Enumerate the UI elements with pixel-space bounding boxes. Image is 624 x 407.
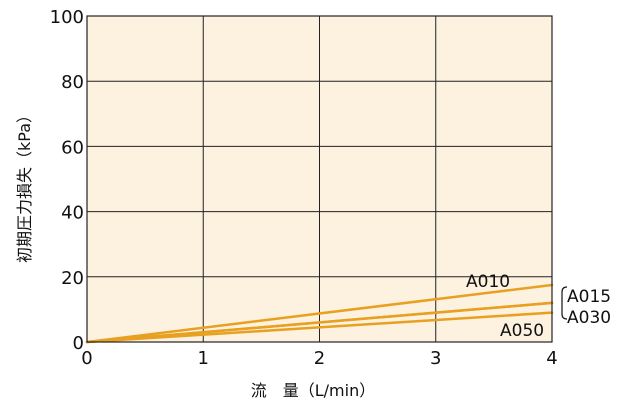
x-tick-label: 1 (198, 348, 209, 369)
series-line-a030 (85, 301, 554, 344)
y-tick-label: 80 (61, 72, 84, 93)
series-lines (85, 283, 554, 344)
y-tick-labels: 0 20 40 60 80 100 (50, 7, 84, 354)
x-tick-labels: 0 1 2 3 4 (81, 348, 557, 369)
y-axis-title: 初期圧力損失（kPa） (15, 107, 34, 263)
y-tick-label: 20 (61, 268, 84, 289)
plot-frame (86, 15, 553, 343)
x-tick-label: 0 (81, 348, 92, 369)
series-label-a030: A030 (567, 308, 611, 328)
x-tick-label: 4 (546, 348, 557, 369)
series-label-a050: A050 (500, 321, 544, 341)
y-tick-label: 40 (61, 203, 84, 224)
x-tick-label: 2 (314, 348, 325, 369)
y-tick-label: 0 (73, 333, 84, 354)
x-tick-label: 3 (430, 348, 441, 369)
series-label-a015: A015 (567, 287, 611, 307)
series-label-a010: A010 (466, 272, 510, 292)
series-labels: A010 A015 A030 A050 (466, 272, 611, 341)
x-axis-title: 流 量（L/min） (251, 381, 375, 400)
series-line-a010 (85, 283, 554, 344)
series-line-a050 (85, 311, 554, 344)
y-tick-label: 60 (61, 137, 84, 158)
y-tick-label: 100 (50, 7, 84, 28)
series-bracket (561, 286, 568, 320)
